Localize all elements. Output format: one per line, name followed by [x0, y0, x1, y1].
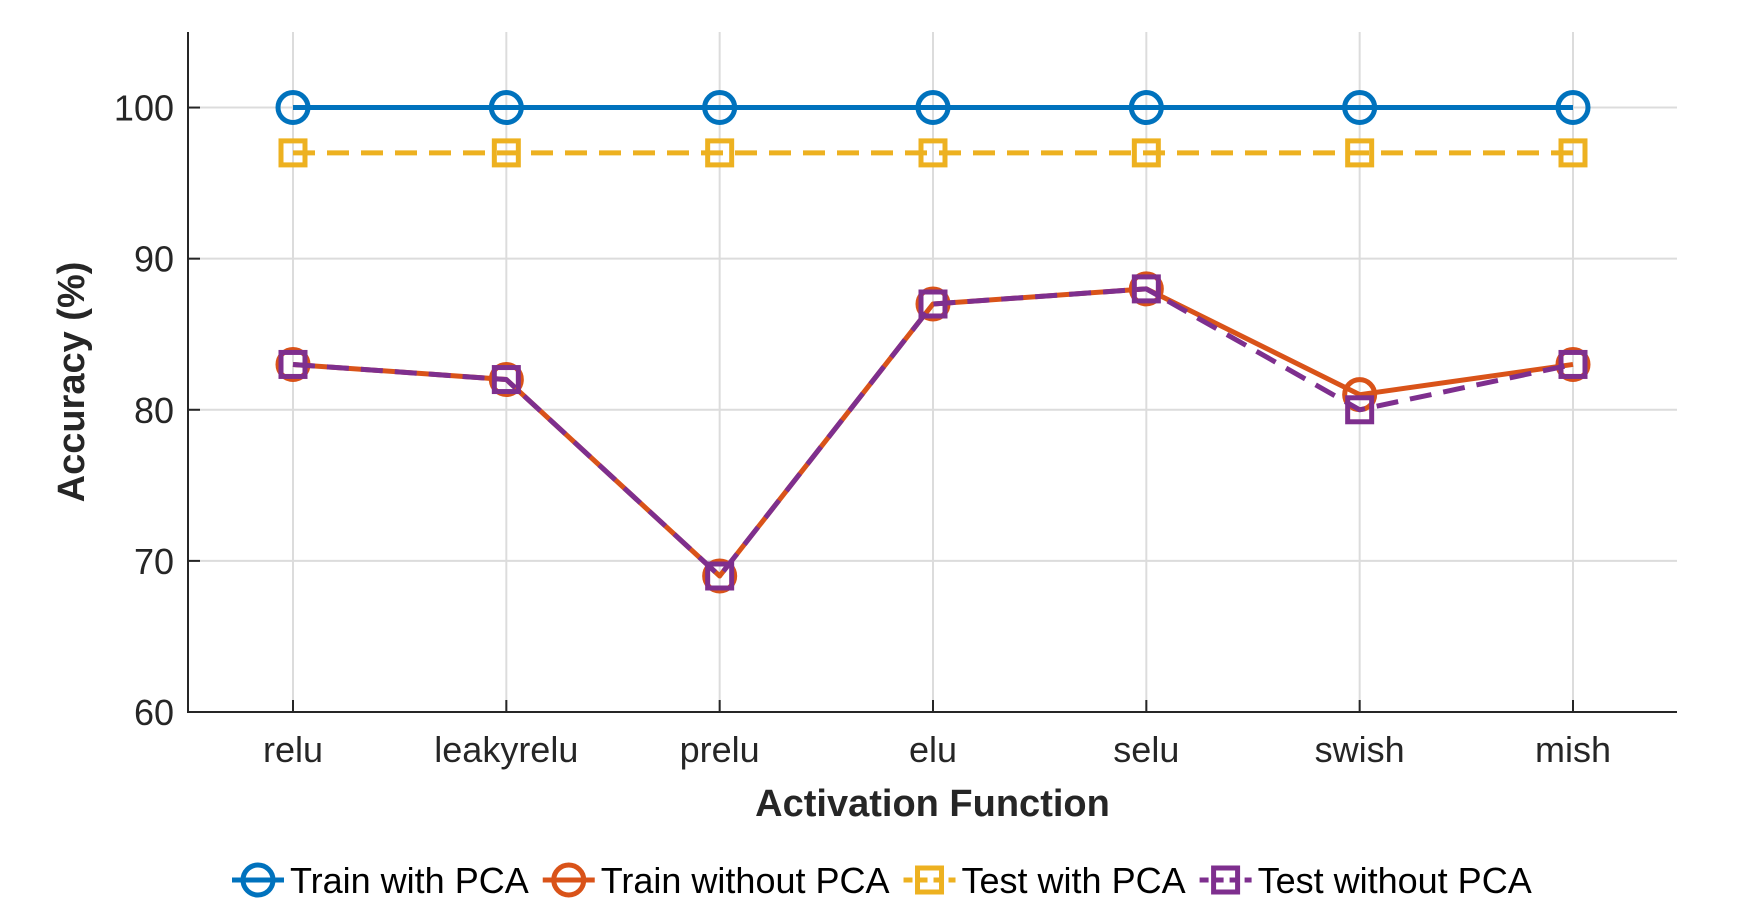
marker-square-legend — [1211, 865, 1241, 895]
marker-circle-leakyrelu — [488, 362, 524, 398]
x-tick-label-elu: elu — [909, 729, 957, 770]
x-tick-label-selu: selu — [1113, 729, 1179, 770]
marker-square-relu — [278, 138, 308, 168]
marker-square-legend — [915, 865, 945, 895]
marker-square-swish — [1345, 138, 1375, 168]
marker-circle-elu — [915, 90, 951, 126]
marker-square-leakyrelu — [491, 365, 521, 395]
marker-circle-legend — [240, 862, 276, 898]
marker-circle-mish — [1555, 90, 1591, 126]
marker-square-selu — [1131, 138, 1161, 168]
series-line — [292, 286, 1574, 579]
legend-label: Test without PCA — [1258, 860, 1532, 901]
y-tick-label: 70 — [134, 541, 174, 582]
y-axis-title: Accuracy (%) — [51, 262, 93, 503]
y-tick-label: 60 — [134, 692, 174, 733]
tick-labels: 60 70 80 90 100 relu leakyrelu prelu elu selu swis… — [114, 88, 1611, 770]
marker-square-elu — [918, 289, 948, 319]
marker-square-mish — [1558, 138, 1588, 168]
marker-circle-prelu — [702, 90, 738, 126]
series — [275, 90, 1591, 594]
x-tick-label-relu: relu — [263, 729, 323, 770]
marker-circle-selu — [1128, 90, 1164, 126]
marker-square-mish — [1558, 349, 1588, 379]
legend-item-0: Train with PCA — [232, 860, 529, 901]
x-tick-label-swish: swish — [1315, 729, 1405, 770]
marker-circle-legend — [551, 862, 587, 898]
marker-square-prelu — [705, 561, 735, 591]
y-tick-label: 80 — [134, 390, 174, 431]
axes — [187, 32, 1677, 713]
marker-square-elu — [918, 138, 948, 168]
marker-square-relu — [278, 349, 308, 379]
marker-square-prelu — [705, 138, 735, 168]
x-tick-label-leakyrelu: leakyrelu — [434, 729, 578, 770]
legend: Train with PCA Train without PCA Test with… — [232, 860, 1532, 901]
x-tick-label-mish: mish — [1535, 729, 1611, 770]
marker-square-selu — [1131, 274, 1161, 304]
legend-item-3: Test without PCA — [1199, 860, 1532, 901]
marker-circle-relu — [275, 90, 311, 126]
legend-item-2: Test with PCA — [903, 860, 1186, 901]
legend-label: Test with PCA — [962, 860, 1186, 901]
marker-circle-mish — [1555, 346, 1591, 382]
x-tick-label-prelu: prelu — [680, 729, 760, 770]
series-train-with-pca — [275, 90, 1591, 126]
marker-circle-selu — [1128, 271, 1164, 307]
marker-circle-prelu — [702, 558, 738, 594]
marker-circle-leakyrelu — [488, 90, 524, 126]
series-test-with-pca — [278, 138, 1588, 168]
marker-circle-swish — [1342, 90, 1378, 126]
marker-square-swish — [1345, 395, 1375, 425]
x-axis-title: Activation Function — [755, 783, 1110, 825]
legend-item-1: Train without PCA — [542, 860, 890, 901]
y-tick-label: 100 — [114, 88, 174, 129]
marker-square-leakyrelu — [491, 138, 521, 168]
legend-label: Train with PCA — [290, 860, 529, 901]
y-tick-label: 90 — [134, 239, 174, 280]
legend-label: Train without PCA — [601, 860, 890, 901]
series-test-without-pca — [278, 274, 1588, 591]
